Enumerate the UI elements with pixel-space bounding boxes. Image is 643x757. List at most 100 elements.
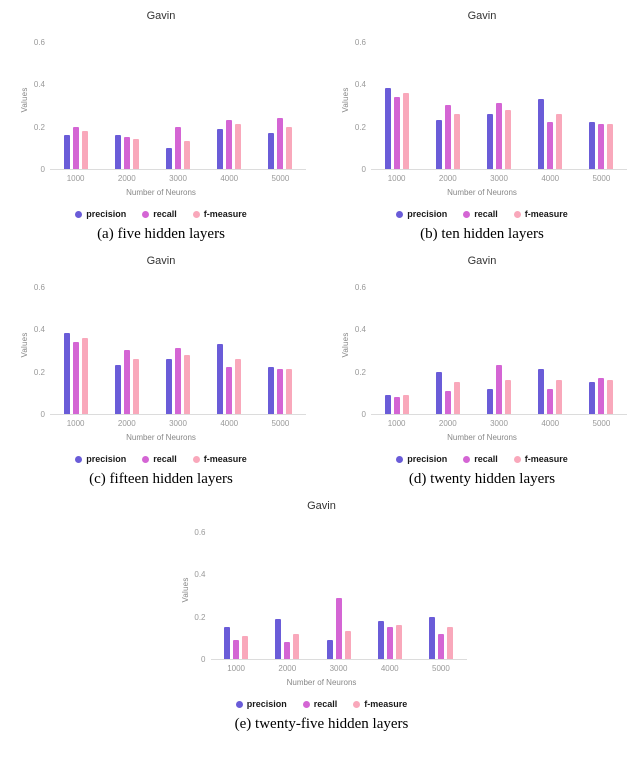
bar-f-measure (132, 358, 139, 414)
legend-dot-icon (463, 210, 471, 218)
y-axis-label: Values (20, 87, 30, 113)
chart-caption: (d) twenty hidden layers (408, 471, 556, 487)
legend-item: recall (302, 699, 337, 709)
y-axis: Values 0 0.2 0.4 0.6 (337, 275, 371, 418)
bar-precision (589, 122, 596, 169)
legend-dot-icon (75, 455, 83, 463)
legend-dot-icon (396, 455, 404, 463)
bar-precision (428, 616, 435, 659)
legend-label: recall (474, 454, 498, 464)
chart-caption: (a) five hidden layers (97, 226, 225, 242)
chart-legend: precision recall f-measure (75, 209, 247, 219)
bar-recall (284, 642, 291, 659)
chart-legend: precision recall f-measure (396, 454, 568, 464)
legend-label: precision (407, 454, 448, 464)
x-tick-label: 1000 (387, 419, 406, 428)
y-tick-label: 0.4 (33, 325, 45, 335)
bar-group (525, 99, 576, 169)
legend-label: precision (407, 209, 448, 219)
legend-item: f-measure (513, 209, 568, 219)
x-tick-label: 3000 (490, 174, 508, 183)
legend-label: recall (153, 454, 177, 464)
row-1: Gavin Values 0 0.2 0.4 0.6 1000 2000 3000 4000… (8, 4, 635, 243)
bar-f-measure (402, 394, 409, 414)
legend-label: f-measure (203, 454, 247, 464)
bar-f-measure (235, 358, 242, 414)
bar-group (152, 348, 203, 414)
y-tick-label: 0.2 (33, 367, 45, 377)
bar-f-measure (81, 130, 88, 169)
y-tick-label: 0 (361, 165, 366, 174)
bar-recall (175, 126, 181, 169)
bar-group (422, 371, 473, 414)
bar-precision (435, 371, 442, 414)
y-tick-label: 0.4 (33, 80, 45, 90)
bar-group (473, 365, 524, 414)
chart-legend: precision recall f-measure (75, 454, 247, 464)
bar-precision (377, 620, 384, 659)
bar-recall (72, 126, 79, 169)
plot-area (210, 520, 467, 660)
legend-item: f-measure (353, 699, 407, 709)
bar-recall (277, 118, 284, 169)
legend-item: f-measure (513, 454, 568, 464)
chart-title: Gavin (467, 10, 497, 22)
legend-item: recall (463, 209, 498, 219)
bar-f-measure (556, 380, 563, 414)
bar-recall (547, 388, 554, 414)
bar-recall (386, 627, 393, 659)
bar-group (50, 126, 101, 169)
bar-recall (277, 369, 284, 414)
x-tick-label: 4000 (541, 419, 560, 428)
bar-f-measure (395, 625, 402, 659)
plot-wrap: Values 0 0.2 0.4 0.6 (329, 30, 635, 174)
x-axis-label: Number of Neurons (447, 188, 517, 197)
bar-recall (393, 96, 400, 169)
y-tick-label: 0.6 (194, 527, 206, 537)
x-tick-label: 1000 (227, 664, 245, 673)
legend-dot-icon (396, 210, 404, 218)
legend-dot-icon (192, 210, 200, 218)
bar-f-measure (293, 633, 300, 659)
x-tick-label: 3000 (169, 174, 187, 183)
bar-precision (166, 147, 172, 169)
bar-precision (326, 639, 333, 659)
plot-wrap: Values 0 0.2 0.4 0.6 (8, 275, 314, 419)
legend-item: precision (396, 209, 447, 219)
x-ticks: 1000 2000 3000 4000 5000 (329, 419, 635, 428)
bar-precision (384, 88, 391, 169)
bar-precision (63, 135, 70, 169)
legend-label: f-measure (524, 209, 568, 219)
bar-group (204, 120, 255, 169)
bar-recall (598, 124, 605, 169)
bar-precision (487, 113, 493, 169)
y-axis: Values 0 0.2 0.4 0.6 (16, 30, 50, 173)
x-tick-label: 3000 (490, 419, 508, 428)
plot-wrap: Values 0 0.2 0.4 0.6 (329, 275, 635, 419)
bar-precision (217, 344, 224, 414)
legend-item: precision (75, 454, 126, 464)
y-tick-label: 0.4 (194, 570, 206, 580)
bar-recall (233, 639, 240, 659)
legend-dot-icon (353, 700, 361, 708)
x-tick-label: 3000 (329, 664, 348, 673)
bar-group (371, 88, 422, 169)
chart-title: Gavin (146, 255, 176, 267)
x-tick-label: 5000 (592, 174, 611, 183)
bar-recall (226, 120, 233, 169)
bar-group (422, 105, 473, 169)
bar-f-measure (286, 126, 293, 169)
bar-precision (166, 358, 172, 414)
chart-panel: Gavin Values 0 0.2 0.4 0.6 1000 2000 3000 4000… (8, 249, 314, 488)
legend-label: precision (246, 699, 287, 709)
bar-precision (589, 382, 596, 414)
bar-group (364, 620, 415, 659)
bar-precision (114, 135, 121, 169)
x-tick-label: 1000 (66, 419, 85, 428)
bar-f-measure (81, 337, 88, 414)
bar-group (101, 350, 152, 414)
x-tick-label: 2000 (438, 419, 457, 428)
legend-label: f-measure (364, 699, 408, 709)
plot-area (50, 275, 306, 415)
y-axis-label: Values (180, 577, 190, 603)
